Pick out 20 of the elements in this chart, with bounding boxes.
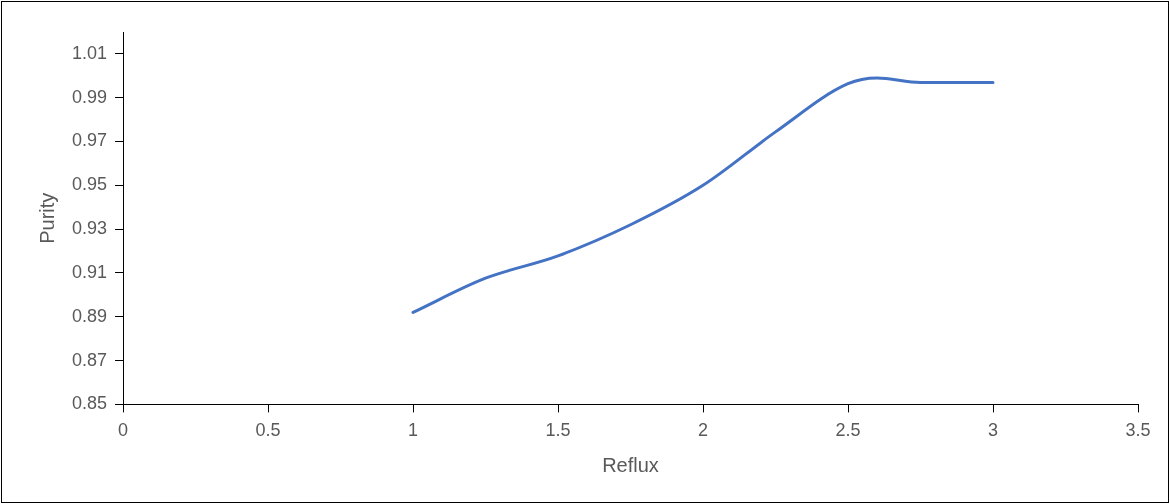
y-tick-label: 0.91 xyxy=(71,261,108,282)
x-tick-label: 2.5 xyxy=(835,420,861,441)
x-axis-title: Reflux xyxy=(602,453,659,476)
x-tick-label: 3.5 xyxy=(1125,420,1151,441)
y-tick-label: 0.95 xyxy=(71,174,108,195)
x-tick-label: 0.5 xyxy=(255,420,281,441)
y-tick-label: 1.01 xyxy=(71,42,108,63)
x-tick-label: 2 xyxy=(698,420,709,441)
y-tick-label: 0.97 xyxy=(71,130,108,151)
line-series xyxy=(411,76,995,314)
y-tick-label: 0.89 xyxy=(71,305,108,326)
y-tick-label: 0.99 xyxy=(71,86,108,107)
y-axis-title: Purity xyxy=(35,192,58,244)
x-tick-label: 1 xyxy=(408,420,419,441)
y-tick-label: 0.93 xyxy=(71,218,108,239)
y-tick-label: 0.85 xyxy=(71,393,108,414)
x-tick-label: 3 xyxy=(988,420,999,441)
y-tick-label: 0.87 xyxy=(71,349,108,370)
x-tick-label: 1.5 xyxy=(545,420,571,441)
x-tick-label: 0 xyxy=(118,420,129,441)
